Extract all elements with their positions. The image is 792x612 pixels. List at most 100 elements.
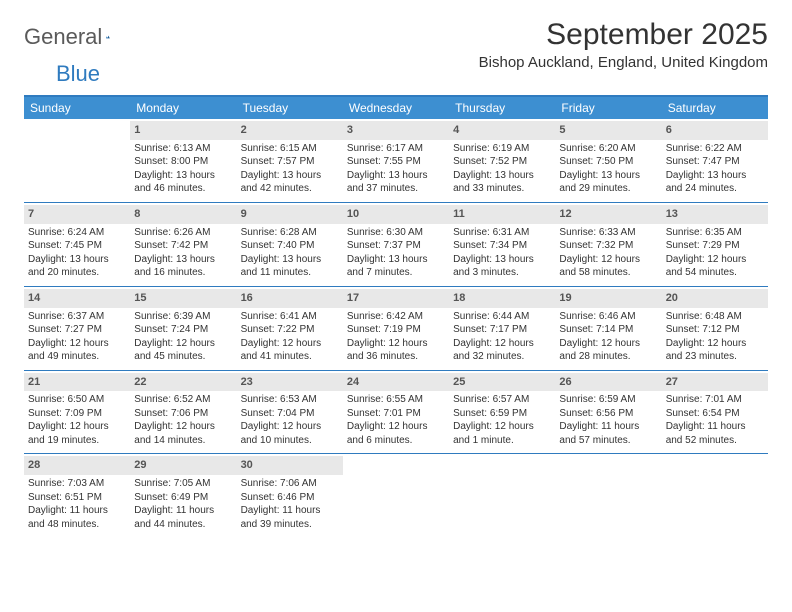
day-header: Sunday — [24, 97, 130, 119]
daylight-text: Daylight: 12 hours and 14 minutes. — [134, 420, 232, 447]
sunrise-text: Sunrise: 6:37 AM — [28, 310, 126, 324]
sunrise-text: Sunrise: 6:44 AM — [453, 310, 551, 324]
day-cell: 3Sunrise: 6:17 AMSunset: 7:55 PMDaylight… — [343, 119, 449, 202]
day-cell: 19Sunrise: 6:46 AMSunset: 7:14 PMDayligh… — [555, 287, 661, 370]
daylight-text: Daylight: 12 hours and 41 minutes. — [241, 337, 339, 364]
empty-cell — [24, 119, 130, 202]
week-row: 28Sunrise: 7:03 AMSunset: 6:51 PMDayligh… — [24, 454, 768, 537]
sunrise-text: Sunrise: 6:17 AM — [347, 142, 445, 156]
sunrise-text: Sunrise: 6:30 AM — [347, 226, 445, 240]
daylight-text: Daylight: 13 hours and 20 minutes. — [28, 253, 126, 280]
sunset-text: Sunset: 7:22 PM — [241, 323, 339, 337]
sunrise-text: Sunrise: 6:22 AM — [666, 142, 764, 156]
day-cell: 30 Sunrise: 7:06 AMSunset: 6:46 PMDayligh… — [237, 454, 343, 537]
sunset-text: Sunset: 7:09 PM — [28, 407, 126, 421]
sunset-text: Sunset: 6:51 PM — [28, 491, 126, 505]
sunrise-text: Sunrise: 6:31 AM — [453, 226, 551, 240]
daylight-text: Daylight: 13 hours and 29 minutes. — [559, 169, 657, 196]
sunrise-text: Sunrise: 6:28 AM — [241, 226, 339, 240]
sunrise-text: Sunrise: 6:13 AM — [134, 142, 232, 156]
day-cell: 24Sunrise: 6:55 AMSunset: 7:01 PMDayligh… — [343, 371, 449, 454]
day-number: 19 — [555, 289, 661, 308]
daylight-text: Daylight: 12 hours and 10 minutes. — [241, 420, 339, 447]
day-number: 4 — [449, 121, 555, 140]
day-number: 20 — [662, 289, 768, 308]
sunset-text: Sunset: 6:56 PM — [559, 407, 657, 421]
sunrise-text: Sunrise: 6:35 AM — [666, 226, 764, 240]
empty-cell — [343, 454, 449, 537]
logo-mark-icon — [106, 29, 110, 45]
day-header: Friday — [555, 97, 661, 119]
sunset-text: Sunset: 7:14 PM — [559, 323, 657, 337]
sunrise-text: Sunrise: 7:06 AM — [241, 477, 339, 491]
daylight-text: Daylight: 13 hours and 16 minutes. — [134, 253, 232, 280]
calendar-page: General September 2025 Bishop Auckland, … — [0, 0, 792, 537]
day-cell: 29Sunrise: 7:05 AMSunset: 6:49 PMDayligh… — [130, 454, 236, 537]
day-header: Wednesday — [343, 97, 449, 119]
month-title: September 2025 — [479, 18, 768, 52]
sunrise-text: Sunrise: 6:48 AM — [666, 310, 764, 324]
day-cell: 16Sunrise: 6:41 AMSunset: 7:22 PMDayligh… — [237, 287, 343, 370]
day-number: 24 — [343, 373, 449, 392]
daylight-text: Daylight: 12 hours and 19 minutes. — [28, 420, 126, 447]
daylight-text: Daylight: 13 hours and 42 minutes. — [241, 169, 339, 196]
daylight-text: Daylight: 11 hours and 39 minutes. — [241, 504, 339, 531]
day-cell: 11Sunrise: 6:31 AMSunset: 7:34 PMDayligh… — [449, 203, 555, 286]
daylight-text: Daylight: 12 hours and 49 minutes. — [28, 337, 126, 364]
day-number: 15 — [130, 289, 236, 308]
day-number: 29 — [130, 456, 236, 475]
daylight-text: Daylight: 13 hours and 33 minutes. — [453, 169, 551, 196]
sunrise-text: Sunrise: 6:46 AM — [559, 310, 657, 324]
sunset-text: Sunset: 7:57 PM — [241, 155, 339, 169]
sunrise-text: Sunrise: 6:26 AM — [134, 226, 232, 240]
sunrise-text: Sunrise: 6:42 AM — [347, 310, 445, 324]
day-number: 30 — [237, 456, 343, 475]
day-cell: 2Sunrise: 6:15 AMSunset: 7:57 PMDaylight… — [237, 119, 343, 202]
empty-cell — [449, 454, 555, 537]
sunrise-text: Sunrise: 7:01 AM — [666, 393, 764, 407]
sunset-text: Sunset: 7:01 PM — [347, 407, 445, 421]
logo: General — [24, 18, 128, 50]
day-cell: 9Sunrise: 6:28 AMSunset: 7:40 PMDaylight… — [237, 203, 343, 286]
week-row: 1Sunrise: 6:13 AMSunset: 8:00 PMDaylight… — [24, 119, 768, 203]
sunrise-text: Sunrise: 6:39 AM — [134, 310, 232, 324]
day-header: Tuesday — [237, 97, 343, 119]
sunset-text: Sunset: 7:55 PM — [347, 155, 445, 169]
daylight-text: Daylight: 12 hours and 6 minutes. — [347, 420, 445, 447]
day-cell: 10Sunrise: 6:30 AMSunset: 7:37 PMDayligh… — [343, 203, 449, 286]
weeks-container: 1Sunrise: 6:13 AMSunset: 8:00 PMDaylight… — [24, 119, 768, 537]
day-number: 18 — [449, 289, 555, 308]
day-cell: 8Sunrise: 6:26 AMSunset: 7:42 PMDaylight… — [130, 203, 236, 286]
week-row: 21Sunrise: 6:50 AMSunset: 7:09 PMDayligh… — [24, 371, 768, 455]
day-header-row: SundayMondayTuesdayWednesdayThursdayFrid… — [24, 97, 768, 119]
sunset-text: Sunset: 7:47 PM — [666, 155, 764, 169]
day-number: 8 — [130, 205, 236, 224]
daylight-text: Daylight: 13 hours and 11 minutes. — [241, 253, 339, 280]
day-cell: 27Sunrise: 7:01 AMSunset: 6:54 PMDayligh… — [662, 371, 768, 454]
daylight-text: Daylight: 12 hours and 45 minutes. — [134, 337, 232, 364]
title-block: September 2025 Bishop Auckland, England,… — [479, 18, 768, 71]
day-number: 16 — [237, 289, 343, 308]
day-number: 14 — [24, 289, 130, 308]
week-row: 7Sunrise: 6:24 AMSunset: 7:45 PMDaylight… — [24, 203, 768, 287]
day-number: 25 — [449, 373, 555, 392]
sunset-text: Sunset: 7:40 PM — [241, 239, 339, 253]
daylight-text: Daylight: 13 hours and 37 minutes. — [347, 169, 445, 196]
sunset-text: Sunset: 6:46 PM — [241, 491, 339, 505]
logo-word1: General — [24, 24, 102, 50]
sunset-text: Sunset: 7:34 PM — [453, 239, 551, 253]
day-cell: 21Sunrise: 6:50 AMSunset: 7:09 PMDayligh… — [24, 371, 130, 454]
day-cell: 6Sunrise: 6:22 AMSunset: 7:47 PMDaylight… — [662, 119, 768, 202]
day-cell: 17Sunrise: 6:42 AMSunset: 7:19 PMDayligh… — [343, 287, 449, 370]
sunset-text: Sunset: 7:52 PM — [453, 155, 551, 169]
day-cell: 1Sunrise: 6:13 AMSunset: 8:00 PMDaylight… — [130, 119, 236, 202]
day-number: 1 — [130, 121, 236, 140]
day-number: 23 — [237, 373, 343, 392]
sunrise-text: Sunrise: 6:55 AM — [347, 393, 445, 407]
sunrise-text: Sunrise: 7:03 AM — [28, 477, 126, 491]
day-cell: 13Sunrise: 6:35 AMSunset: 7:29 PMDayligh… — [662, 203, 768, 286]
day-cell: 25Sunrise: 6:57 AMSunset: 6:59 PMDayligh… — [449, 371, 555, 454]
day-cell: 15Sunrise: 6:39 AMSunset: 7:24 PMDayligh… — [130, 287, 236, 370]
sunrise-text: Sunrise: 6:59 AM — [559, 393, 657, 407]
sunset-text: Sunset: 7:50 PM — [559, 155, 657, 169]
